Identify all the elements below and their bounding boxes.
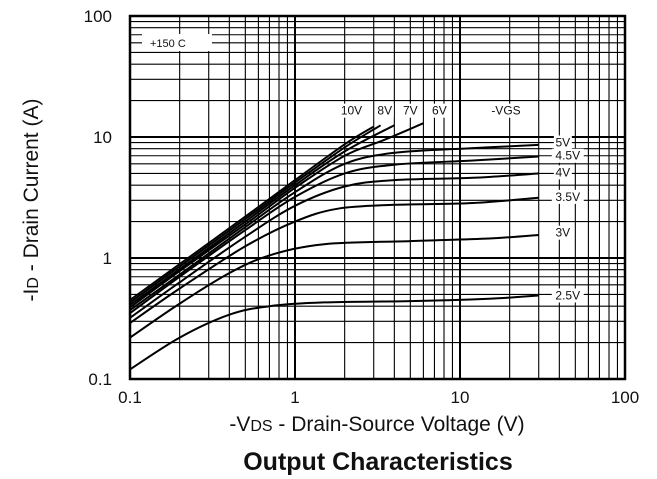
curve-label: 3V (555, 226, 570, 240)
curve-label: 2.5V (555, 288, 580, 302)
plot-curves (129, 122, 539, 371)
x-axis-title-subscript: DS (250, 418, 272, 435)
chart-title: Output Characteristics (243, 448, 513, 476)
y-axis-title-rest: - Drain Current (A) (20, 99, 43, 278)
curve-label: 5V (555, 136, 570, 150)
curve-label-background (551, 288, 584, 303)
curve-vgs-8V (129, 124, 382, 304)
curve-vgs-4.5V (129, 155, 539, 315)
curve-label-background (551, 189, 584, 204)
y-tick-label: 1 (103, 249, 112, 268)
curve-label: 6V (432, 104, 447, 118)
curve-label-background (375, 103, 394, 118)
curve-label: -VGS (491, 104, 520, 118)
y-axis-title-subscript: D (25, 277, 42, 289)
x-tick-label: 0.1 (118, 388, 142, 407)
x-tick-label: 10 (451, 388, 470, 407)
y-axis-title-prefix: -I (20, 289, 43, 302)
curve-label: 10V (341, 104, 362, 118)
curve-vgs-7V (129, 124, 395, 306)
y-tick-label: 10 (93, 128, 112, 147)
curve-label-background (551, 148, 584, 163)
curve-labels: 10V 8V 7V 6V -VGS 5V4.5V 4V 3.5V 3V 2.5V (338, 103, 584, 303)
x-axis-title-rest: - Drain-Source Voltage (V) (273, 413, 525, 436)
temperature-annotation-text: +150 C (150, 38, 186, 50)
curve-vgs-4V (129, 172, 539, 319)
y-tick-label: 100 (84, 7, 112, 26)
curve-label: 4.5V (555, 149, 580, 163)
x-axis-title: -VDS - Drain-Source Voltage (V) (229, 413, 524, 436)
curve-vgs-6V (129, 122, 424, 309)
curve-label: 4V (555, 165, 570, 179)
plot-frame (128, 14, 627, 381)
y-tick-label: 0.1 (88, 370, 112, 389)
curve-label-background (401, 103, 420, 118)
curve-vgs-5V (129, 143, 539, 312)
y-axis-title: -ID - Drain Current (A) (20, 99, 43, 302)
curve-label-background (553, 225, 572, 240)
curve-vgs-2.5V (129, 294, 539, 371)
curve-label: 3.5V (555, 190, 580, 204)
x-tick-label: 1 (290, 388, 299, 407)
curve-label: 8V (377, 104, 392, 118)
curve-label-background (553, 135, 572, 150)
curve-vgs-3V (129, 234, 539, 339)
curve-vgs-10V (129, 125, 375, 301)
plot-grid (130, 16, 625, 379)
temperature-annotation: +150 C (142, 34, 212, 51)
curve-label: 7V (403, 104, 418, 118)
curve-vgs-3.5V (129, 196, 539, 324)
curve-label-background (430, 103, 449, 118)
curve-label-background (553, 165, 572, 180)
x-tick-label: 100 (611, 388, 639, 407)
curve-label-background (489, 103, 522, 118)
curve-label-background (338, 103, 364, 118)
y-axis-tick-labels: 0.1 1 10 100 (84, 7, 112, 389)
x-axis-title-prefix: -V (229, 413, 250, 436)
x-axis-tick-labels: 0.1 1 10 100 (118, 388, 639, 407)
